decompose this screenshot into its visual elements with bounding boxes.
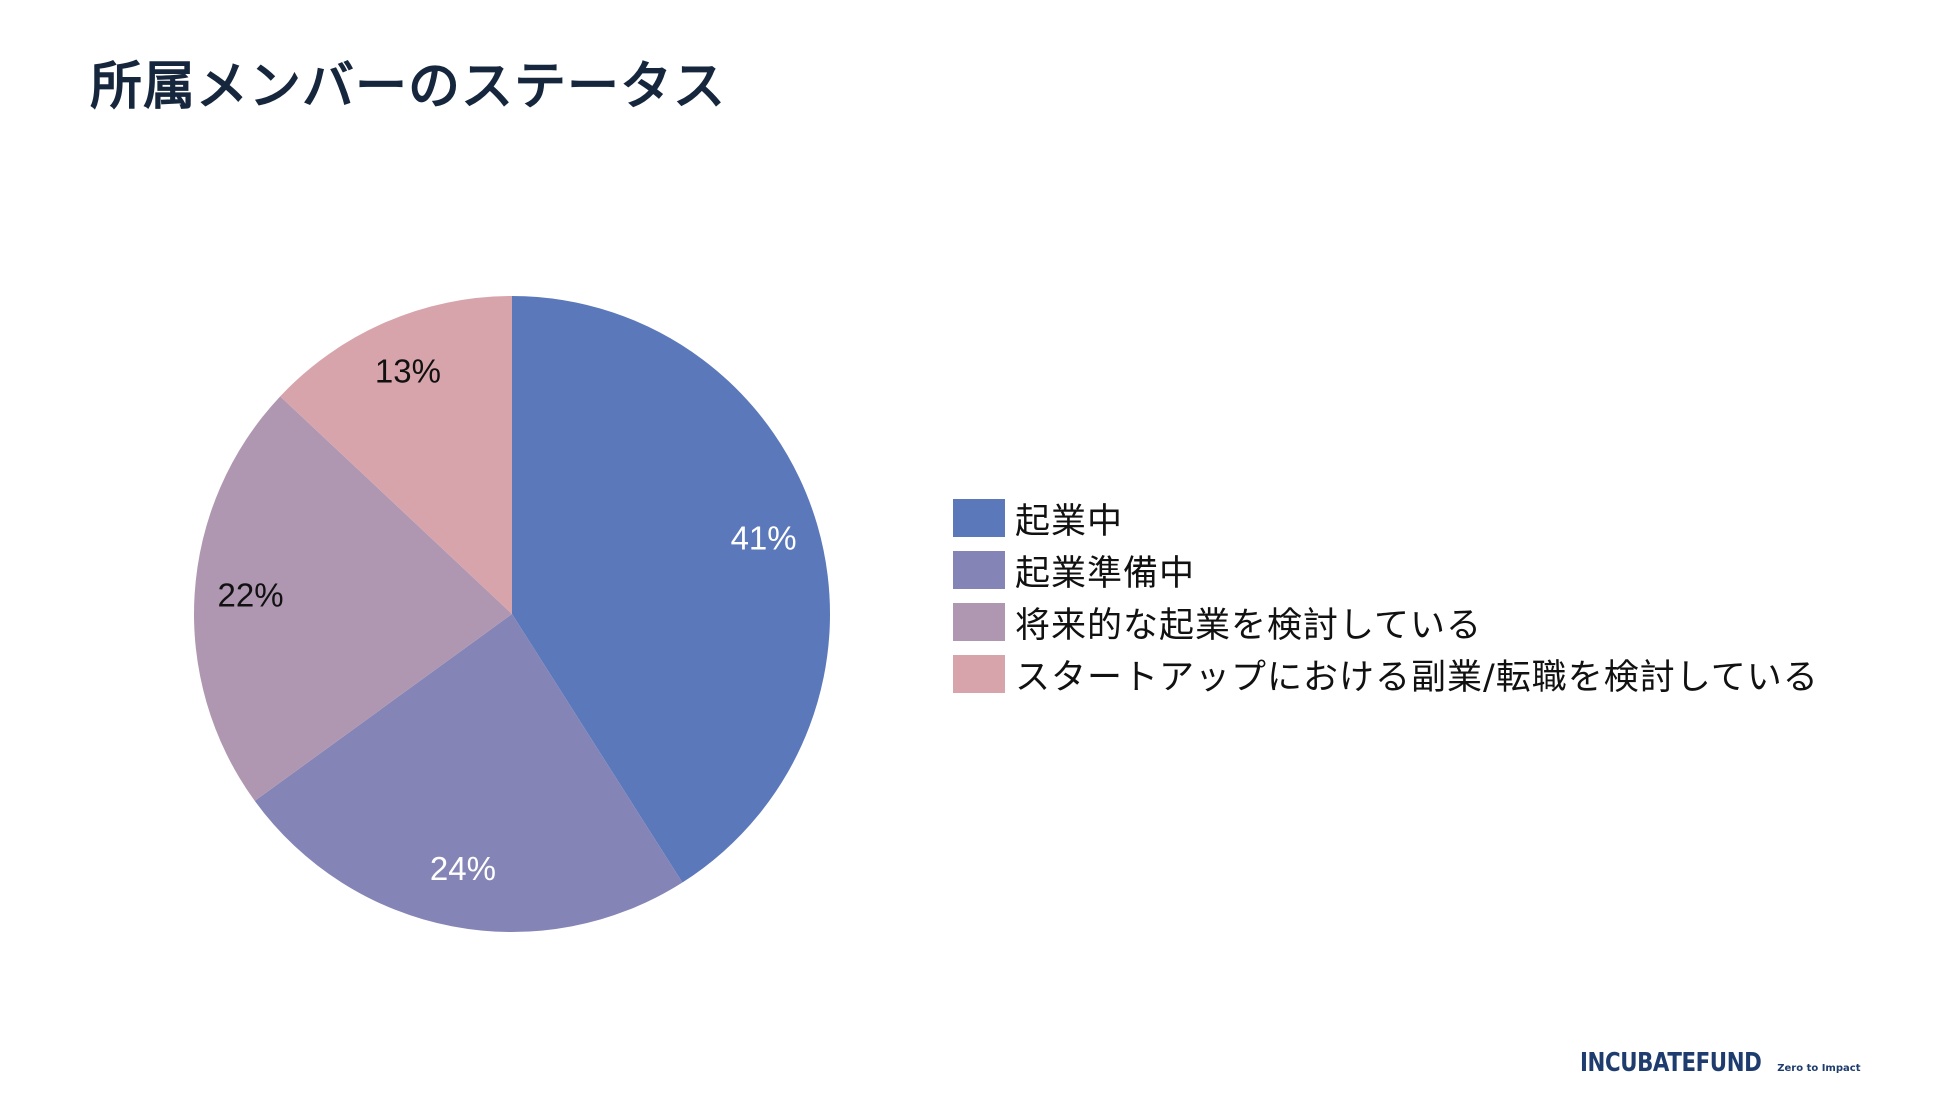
pie-slice-1 [512, 296, 831, 883]
logo-tagline: Zero to Impact [1777, 1063, 1861, 1074]
legend-item-2: 起業準備中 [953, 544, 1819, 596]
pie-slice-2 [254, 614, 683, 933]
legend-label-3: 将来的な起業を検討している [1015, 605, 1482, 646]
page-title: 所属メンバーのステータス [90, 57, 727, 117]
pie-labels: 41% 24% 22% 13% [217, 352, 796, 887]
legend-item-4: スタートアップにおける副業/転職を検討している [953, 648, 1819, 700]
legend-swatch-2 [953, 551, 1005, 589]
pie-data-label-1: 41% [731, 520, 797, 557]
pie-data-label-3: 22% [217, 576, 283, 613]
legend-item-3: 将来的な起業を検討している [953, 596, 1819, 648]
legend-swatch-1 [953, 499, 1005, 537]
pie-data-label-2: 24% [430, 850, 496, 887]
legend-label-1: 起業中 [1015, 501, 1124, 542]
logo-wordmark: INCUBATEFUND [1580, 1048, 1762, 1078]
legend-label-2: 起業準備中 [1015, 553, 1196, 594]
legend-label-4: スタートアップにおける副業/転職を検討している [1015, 657, 1819, 698]
incubate-fund-logo: INCUBATEFUND Zero to Impact [1580, 1048, 1860, 1078]
legend-item-1: 起業中 [953, 492, 1819, 544]
pie-slices [193, 296, 831, 933]
legend-swatch-4 [953, 655, 1005, 693]
legend-swatch-3 [953, 603, 1005, 641]
pie-data-label-4: 13% [375, 352, 441, 389]
pie-slice-4 [280, 296, 512, 614]
chart-legend: 起業中起業準備中将来的な起業を検討しているスタートアップにおける副業/転職を検討… [953, 492, 1819, 700]
pie-slice-3 [193, 396, 512, 801]
